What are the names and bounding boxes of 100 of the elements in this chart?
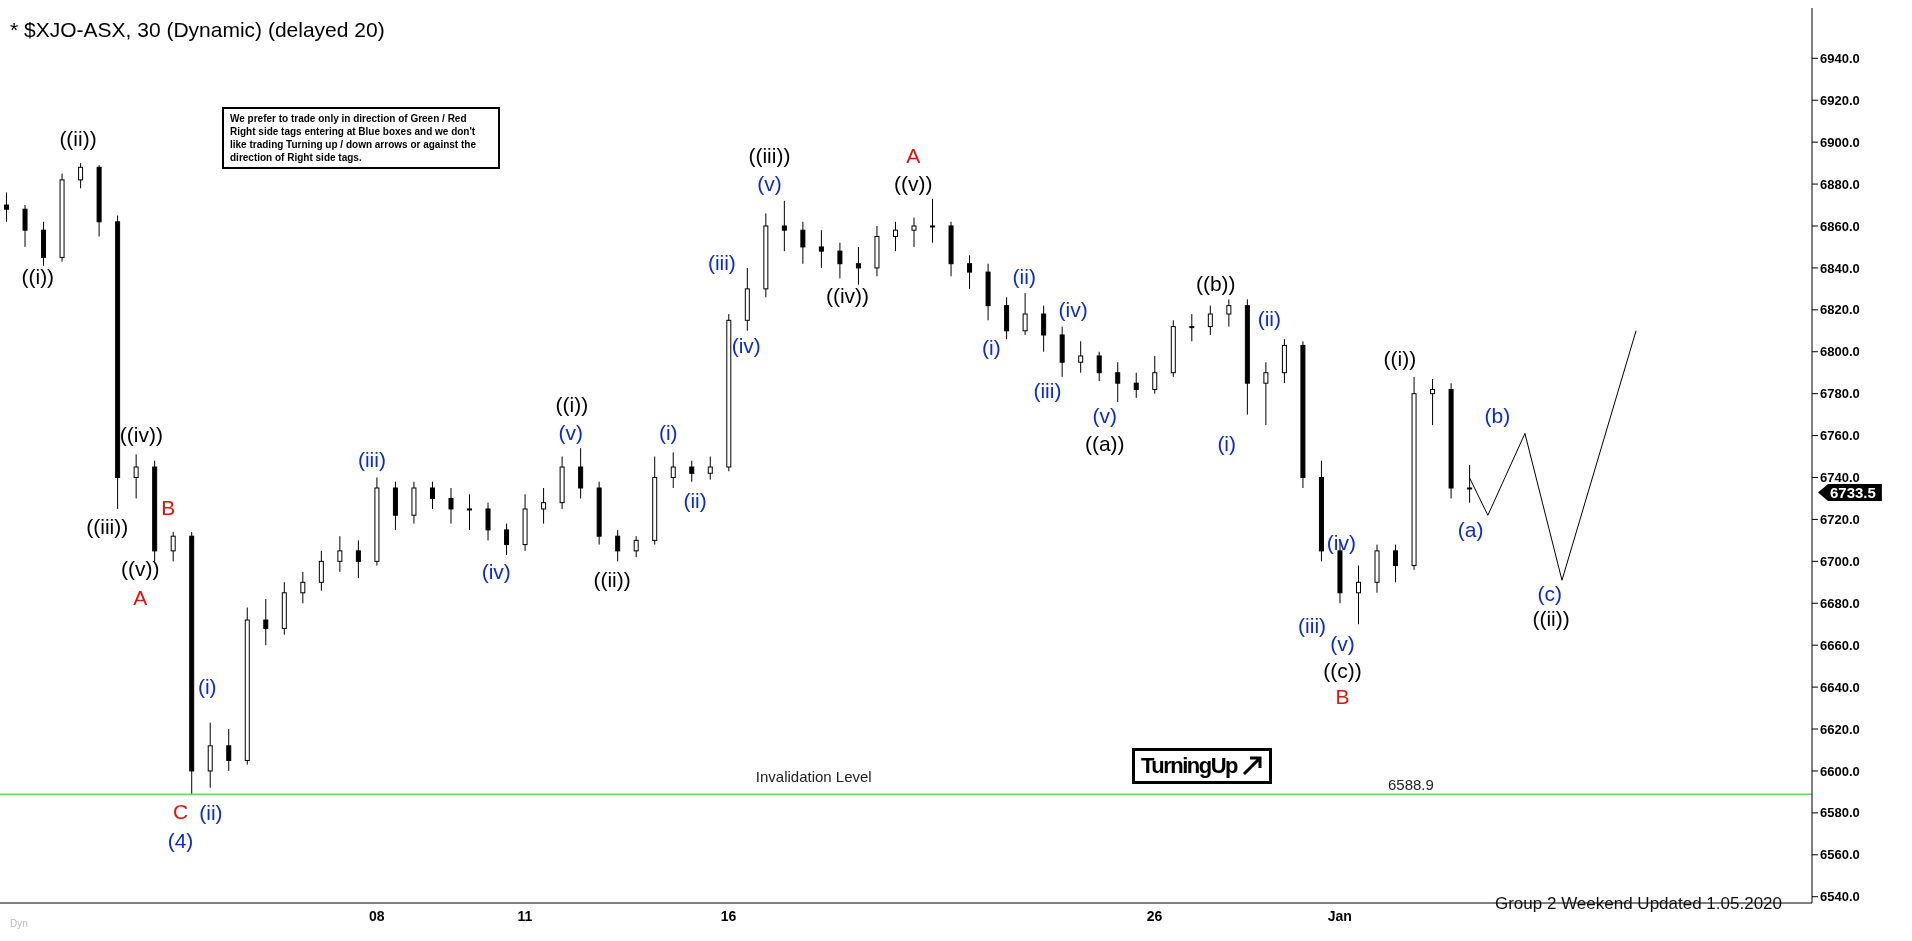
annotation: ((ii)) xyxy=(1532,607,1570,632)
candlestick xyxy=(1096,351,1102,382)
candlestick xyxy=(78,162,84,189)
annotation: (ii) xyxy=(1257,307,1282,332)
annotation: We prefer to trade only in direction of Green / Red Right side tags entering at Blue boxes and we don't like trading Turning up / down arrows or against the direction of Right side tags. xyxy=(230,113,476,163)
annotation: (iv) xyxy=(1326,530,1356,555)
annotation: ((iv)) xyxy=(119,423,164,448)
candlestick xyxy=(837,242,843,279)
candlestick xyxy=(1430,378,1436,426)
annotation: TurningUp xyxy=(1141,753,1238,779)
candlestick xyxy=(541,487,547,525)
candlestick xyxy=(1041,305,1047,353)
y-tick-label: 6640.0 xyxy=(1820,679,1860,695)
candlestick xyxy=(818,229,824,269)
candlestick xyxy=(22,204,28,248)
candlestick xyxy=(1355,565,1361,625)
candlestick xyxy=(448,487,454,525)
candlestick xyxy=(670,451,676,489)
annotation: (iv) xyxy=(1058,297,1088,322)
annotation: (c) xyxy=(1537,581,1563,606)
candlestick xyxy=(429,481,435,510)
annotation: (v) xyxy=(1092,403,1117,428)
y-tick-label: 6760.0 xyxy=(1820,428,1860,444)
candlestick xyxy=(263,598,269,646)
text: 6733.5 xyxy=(1830,484,1876,501)
annotation: C xyxy=(172,800,189,825)
y-tick-label: 6920.0 xyxy=(1820,92,1860,108)
annotation: (iii) xyxy=(707,251,736,276)
annotation: 6588.9 xyxy=(1388,776,1434,793)
y-tick-label: 6680.0 xyxy=(1820,595,1860,611)
annotation: (iii) xyxy=(1033,379,1062,404)
annotation: (iv) xyxy=(731,334,761,359)
annotation: (iv) xyxy=(481,559,511,584)
annotation: A xyxy=(133,585,148,610)
annotation: ((i)) xyxy=(21,264,55,289)
annotation: ((i)) xyxy=(555,392,589,417)
x-tick-label: Jan xyxy=(1327,907,1352,924)
candlestick xyxy=(1189,313,1195,342)
annotation: (b) xyxy=(1484,403,1511,428)
x-tick-label: 11 xyxy=(517,907,533,924)
candlestick xyxy=(855,246,861,286)
candlestick xyxy=(170,531,176,562)
candlestick xyxy=(1078,340,1084,374)
candlestick xyxy=(1115,361,1121,403)
annotation: A xyxy=(906,144,921,169)
annotation: (ii) xyxy=(683,489,707,514)
candlestick xyxy=(892,221,898,252)
y-tick-label: 6660.0 xyxy=(1820,637,1860,653)
annotation: ((v)) xyxy=(120,557,160,582)
candlestick xyxy=(967,254,973,290)
y-tick-label: 6780.0 xyxy=(1820,386,1860,402)
annotation: (ii) xyxy=(199,801,223,826)
y-tick-label: 6880.0 xyxy=(1820,176,1860,192)
candlestick xyxy=(226,728,232,772)
y-tick-label: 6600.0 xyxy=(1820,763,1860,779)
annotation: Group 2 Weekend Updated 1.05.2020 xyxy=(1494,894,1782,913)
candlestick xyxy=(4,191,9,223)
annotation: ((ii)) xyxy=(59,127,97,151)
annotation: ((a)) xyxy=(1084,431,1125,456)
candlestick xyxy=(504,523,510,556)
annotation: ((v)) xyxy=(894,172,933,197)
candlestick xyxy=(337,535,343,573)
annotation: ((b)) xyxy=(1195,272,1236,297)
y-tick-label: 6740.0 xyxy=(1820,470,1860,486)
y-tick-label: 6840.0 xyxy=(1820,260,1860,276)
candlestick xyxy=(633,535,639,558)
y-tick-label: 6860.0 xyxy=(1820,218,1860,234)
text: * $XJO-ASX, 30 (Dynamic) (delayed 20) xyxy=(10,18,385,42)
y-tick-label: 6800.0 xyxy=(1820,344,1860,360)
annotation: (i) xyxy=(197,674,217,699)
y-tick-label: 6940.0 xyxy=(1820,50,1860,66)
note-box: We prefer to trade only in direction of Green / Red Right side tags entering at Blue boxes and we don't like trading Turning up / down arrows or against the direction of Right side tags. xyxy=(222,107,500,169)
annotation: ((c)) xyxy=(1323,658,1362,683)
candlestick xyxy=(1207,305,1213,336)
candlestick xyxy=(707,456,713,481)
candlestick xyxy=(911,217,917,248)
annotation: ((iv)) xyxy=(825,284,870,309)
y-tick-label: 6620.0 xyxy=(1820,721,1860,737)
annotation: (a) xyxy=(1457,518,1484,543)
y-tick-label: 6580.0 xyxy=(1820,805,1860,821)
candlestick xyxy=(133,453,139,499)
candlestick xyxy=(800,221,806,265)
y-tick-label: 6560.0 xyxy=(1820,847,1860,863)
candlestick xyxy=(1152,355,1158,395)
candlestick xyxy=(467,493,473,531)
annotation: (v) xyxy=(757,172,782,197)
candlestick xyxy=(689,460,695,483)
annotation: B xyxy=(161,496,176,521)
annotation: ((ii)) xyxy=(593,568,631,593)
x-tick-label: 26 xyxy=(1146,907,1163,924)
x-tick-label: 08 xyxy=(368,907,385,924)
candlestick xyxy=(1133,372,1139,399)
annotation: (i) xyxy=(658,420,678,445)
candlestick xyxy=(578,447,584,499)
annotation: (4) xyxy=(167,829,194,854)
candlestick xyxy=(1022,292,1028,336)
annotation: B xyxy=(1335,685,1350,710)
y-tick-label: 6720.0 xyxy=(1820,512,1860,528)
y-tick-label: 6820.0 xyxy=(1820,302,1860,318)
text: Dyn xyxy=(10,918,28,929)
